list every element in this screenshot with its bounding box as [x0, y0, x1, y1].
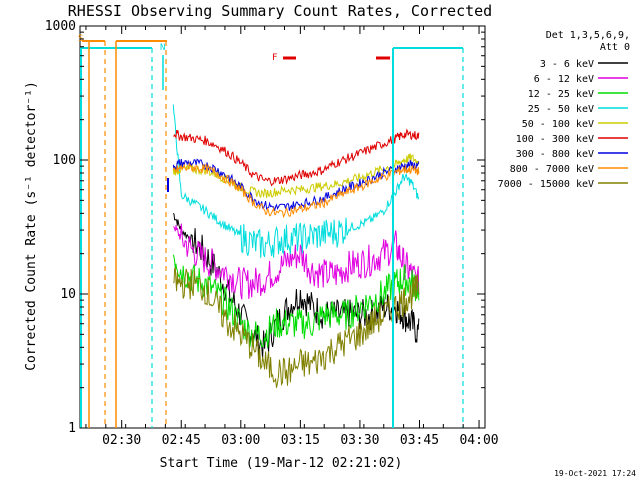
series-line	[172, 104, 420, 258]
chart-title: RHESSI Observing Summary Count Rates, Co…	[68, 2, 492, 20]
plot-area	[79, 25, 486, 429]
legend-entry-label: 300 - 800 keV	[516, 149, 594, 160]
legend-entry-label: 100 - 300 keV	[516, 134, 594, 145]
legend: Det 1,3,5,6,9,Att 0 3 - 6 keV 6 - 12 keV 12…	[498, 30, 630, 190]
series-line	[173, 266, 420, 388]
x-tick-label: 02:45	[162, 433, 201, 448]
x-tick-label: 03:00	[221, 433, 260, 448]
legend-entry-label: 25 - 50 keV	[528, 104, 594, 115]
legend-entry-label: 6 - 12 keV	[534, 74, 594, 85]
timestamp: 19-Oct-2021 17:24	[554, 469, 636, 478]
series-line	[172, 158, 420, 212]
flag-label: N	[160, 43, 165, 53]
y-tick-label: 1	[68, 421, 76, 436]
series-line	[172, 213, 420, 359]
series-line	[172, 153, 420, 199]
series-layer	[172, 104, 420, 388]
legend-entry-label: 12 - 25 keV	[528, 89, 594, 100]
legend-header: Att 0	[600, 42, 630, 53]
y-tick-label: 1000	[45, 19, 76, 34]
x-tick-label: 04:00	[459, 433, 498, 448]
series-line	[173, 223, 420, 300]
x-tick-label: 03:30	[340, 433, 379, 448]
series-line	[173, 128, 420, 187]
legend-entry-label: 50 - 100 keV	[522, 119, 594, 130]
legend-entry-label: 3 - 6 keV	[540, 59, 594, 70]
y-tick-label: 10	[60, 287, 76, 302]
series-line	[172, 162, 420, 219]
axis-layer: 02:30 02:45 03:00 03:15 03:30 03:45 04:00 1 10 10…	[45, 19, 499, 448]
y-axis-label: Corrected Count Rate (s⁻¹ detector⁻¹)	[24, 81, 39, 371]
series-line	[172, 254, 420, 348]
x-tick-label: 03:15	[281, 433, 320, 448]
x-tick-label: 02:30	[102, 433, 141, 448]
legend-header: Det 1,3,5,6,9,	[546, 30, 630, 41]
flag-layer: SNF	[78, 34, 464, 428]
legend-entry-label: 7000 - 15000 keV	[498, 179, 594, 190]
legend-entry-label: 800 - 7000 keV	[510, 164, 594, 175]
x-tick-label: 03:45	[400, 433, 439, 448]
flag-label: F	[272, 53, 277, 63]
y-tick-label: 100	[53, 153, 76, 168]
plot-frame	[79, 25, 486, 429]
x-axis-label: Start Time (19-Mar-12 02:21:02)	[160, 456, 403, 471]
